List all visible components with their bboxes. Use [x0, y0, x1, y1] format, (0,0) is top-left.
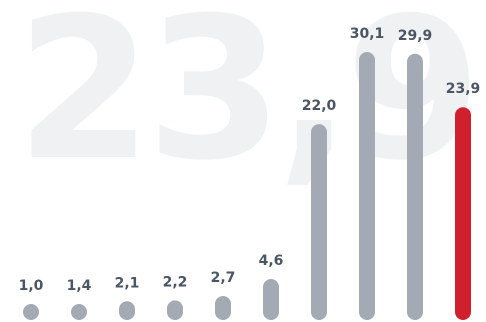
bar-3 [119, 301, 135, 320]
bar-label-10: 23,9 [446, 81, 481, 97]
watermark-value: 23,9 [16, 0, 482, 204]
bar-label-7: 22,0 [302, 98, 337, 114]
bar-label-6: 4,6 [259, 253, 284, 269]
bar-label-1: 1,0 [19, 278, 44, 294]
bar-label-5: 2,7 [211, 270, 236, 286]
bar-label-9: 29,9 [398, 28, 433, 44]
bar-label-4: 2,2 [163, 274, 188, 290]
bar-label-8: 30,1 [350, 26, 385, 42]
bar-8 [359, 52, 375, 320]
bar-label-2: 1,4 [67, 278, 92, 294]
bar-10 [455, 107, 471, 320]
bar-1 [23, 304, 39, 320]
bars-layer [23, 52, 471, 320]
bar-2 [71, 304, 87, 320]
bar-6 [263, 279, 279, 320]
bar-4 [167, 300, 183, 320]
labels-layer: 1,0 1,4 2,1 2,2 2,7 4,6 22,0 30,1 29,9 23,9 [19, 26, 481, 294]
bar-9 [407, 53, 423, 320]
bar-label-3: 2,1 [115, 275, 140, 291]
bar-5 [215, 295, 231, 320]
bar-7 [311, 124, 327, 320]
